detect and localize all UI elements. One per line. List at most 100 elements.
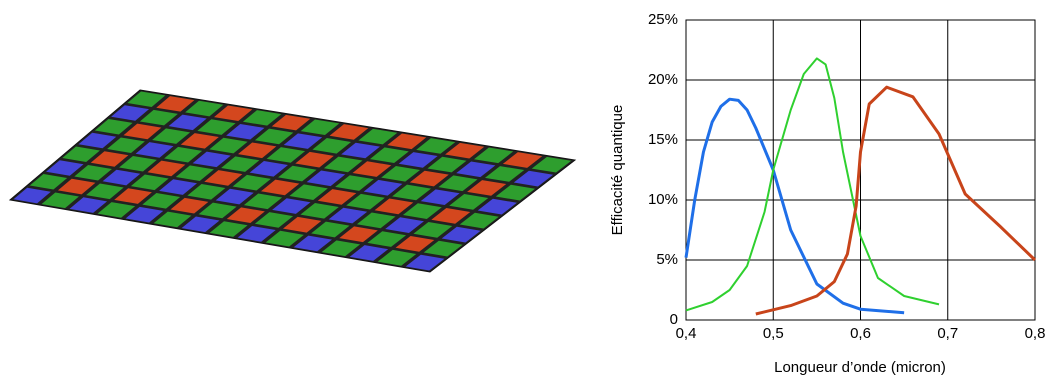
filter-tile (237, 226, 276, 242)
filter-tile (254, 212, 294, 228)
filter-tile (431, 208, 471, 224)
filter-tile (420, 189, 460, 206)
filter-tile (209, 137, 248, 154)
filter-tile (127, 91, 166, 107)
filter-tile (374, 198, 414, 215)
filter-tile (531, 156, 572, 173)
filter-tile (346, 193, 385, 210)
filter-tile (209, 221, 248, 237)
filter-tile (405, 254, 445, 271)
filter-tile (238, 142, 277, 159)
filter-tile (377, 249, 417, 266)
y-tick-label: 10% (648, 191, 678, 208)
line-series (684, 97, 905, 315)
filter-tile (311, 221, 350, 238)
filter-tile (221, 156, 260, 172)
filter-tile (329, 124, 369, 140)
y-tick-label: 20% (648, 71, 678, 88)
filter-tile (156, 96, 195, 112)
filter-tile (381, 165, 421, 182)
filter-tile (349, 245, 389, 261)
x-tick-label: 0,8 (1025, 325, 1046, 342)
filter-tile (427, 156, 467, 173)
filter-tile (395, 235, 435, 252)
filter-tile (328, 207, 368, 224)
y-tick-label: 15% (648, 131, 678, 148)
filter-tile (321, 240, 361, 257)
filter-tile (254, 128, 294, 145)
filter-tile (185, 100, 224, 117)
y-tick-label: 5% (656, 251, 678, 268)
filter-tile (441, 226, 481, 243)
filter-tile (367, 231, 407, 247)
filter-tile (90, 151, 129, 167)
filter-tile (398, 152, 438, 168)
filter-tile (119, 155, 157, 172)
filter-tile (187, 183, 226, 200)
filter-tile (513, 170, 554, 187)
filter-tile (107, 137, 145, 153)
line-series (755, 85, 1037, 316)
x-tick-label: 0,6 (850, 325, 871, 342)
filter-tile (102, 169, 141, 186)
filter-tile (175, 165, 214, 182)
filter-tile (243, 193, 283, 210)
filter-tile (409, 170, 449, 187)
filter-tile (249, 161, 288, 177)
filter-tile (13, 187, 51, 204)
filter-tile (139, 109, 178, 126)
filter-tile (423, 240, 463, 257)
filter-tile (159, 179, 198, 195)
x-tick-label: 0,5 (763, 325, 784, 342)
filter-tile (356, 212, 396, 229)
filter-tile (306, 170, 346, 187)
filter-tile (484, 166, 525, 182)
filter-tile (278, 165, 317, 182)
filter-tile (392, 184, 432, 201)
filter-tile (147, 160, 186, 177)
filter-tile (46, 160, 84, 176)
filter-tile (142, 193, 181, 209)
y-tick-label: 25% (648, 11, 678, 28)
y-axis-label: Efficacité quantique (609, 105, 626, 236)
filter-tile (473, 147, 514, 164)
filter-tile (502, 152, 543, 168)
filter-tile (135, 142, 174, 158)
filter-tile (413, 221, 453, 238)
filter-tile (272, 198, 311, 214)
filter-tile (323, 156, 363, 173)
filter-tile (226, 123, 265, 140)
filter-tile (94, 118, 133, 135)
chart: Longueur d’onde (micron) Efficacité quan… (609, 11, 1045, 376)
filter-tile (215, 188, 254, 205)
filter-tile (29, 173, 68, 190)
filter-tile (111, 105, 150, 121)
filter-tile (456, 161, 496, 178)
filter-tile (114, 188, 152, 204)
filter-tile (97, 202, 136, 218)
filter-tile (265, 230, 304, 247)
x-tick-label: 0,7 (937, 325, 958, 342)
filter-tile (363, 179, 403, 196)
filter-tile (369, 147, 409, 164)
filter-tile (341, 142, 380, 159)
filter-tile (358, 128, 398, 145)
filter-tile (261, 179, 300, 196)
filter-tile (385, 217, 424, 233)
filter-tile (335, 175, 374, 191)
filter-tile (416, 138, 456, 154)
y-tick-label: 0 (670, 311, 678, 328)
filter-tile (226, 207, 265, 224)
bayer-filter-illustration (8, 89, 577, 273)
filter-tile (295, 151, 334, 168)
filter-tile (214, 105, 253, 122)
filter-tile (352, 161, 392, 177)
filter-tile (300, 202, 339, 219)
filter-tile (130, 174, 169, 191)
filter-tile (153, 211, 192, 228)
x-tick-label: 0,4 (676, 325, 697, 342)
filter-tile (198, 202, 237, 219)
filter-tile (62, 146, 100, 163)
filter-tile (402, 203, 442, 220)
